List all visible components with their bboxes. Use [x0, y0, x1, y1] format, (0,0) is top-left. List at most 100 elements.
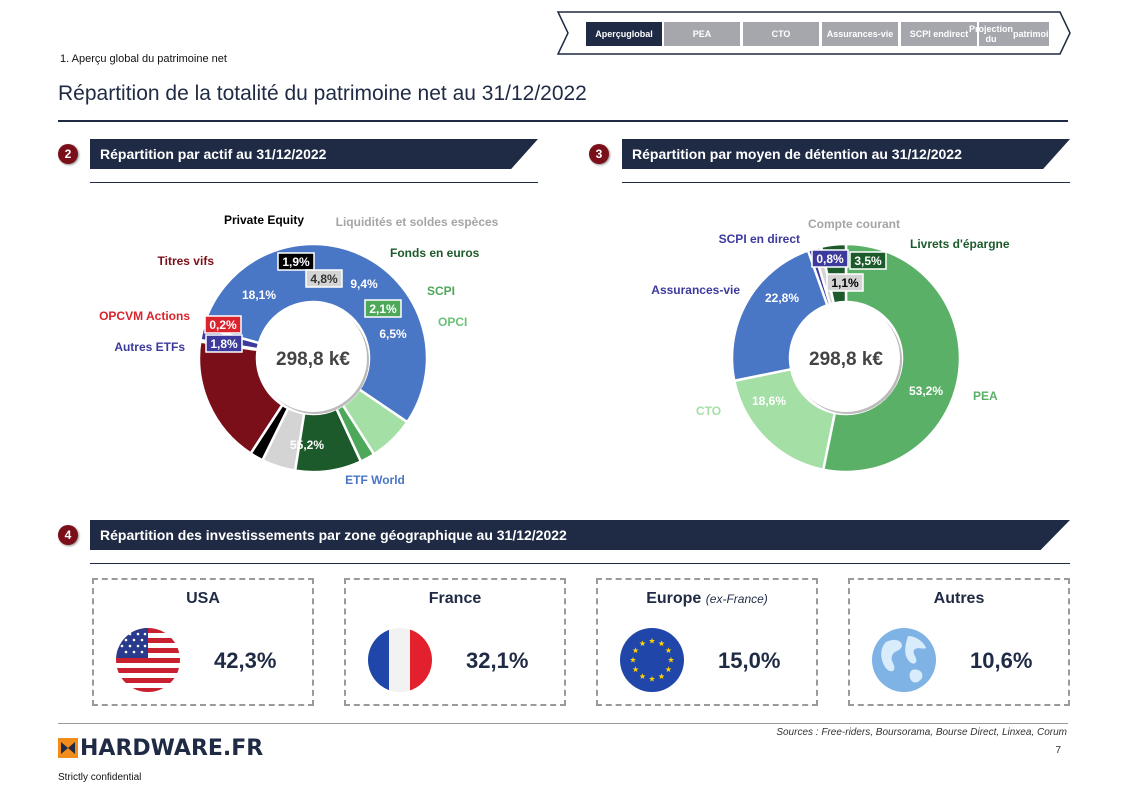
- section-divider: [622, 182, 1070, 183]
- confidential-note: Strictly confidential: [58, 772, 142, 783]
- section-number-badge: 4: [58, 525, 78, 545]
- section-navigation: Aperçu global PEA CTO Assurances-vie SCPI…: [556, 10, 1072, 56]
- value-label-box: [849, 251, 887, 270]
- page-title: Répartition de la totalité du patrimoine…: [58, 82, 587, 105]
- slice-value-label: 4,8%: [310, 272, 338, 286]
- donut-slice: [197, 340, 285, 456]
- tab-pea[interactable]: PEA: [664, 22, 740, 46]
- usa-flag-icon: [116, 628, 180, 692]
- eu-star-icon: [648, 637, 656, 644]
- slice-value-label: 6,5%: [379, 327, 407, 341]
- tab-label: Aperçu: [595, 29, 627, 39]
- slice-name-label: Private Equity: [224, 213, 304, 227]
- tab-label: vie: [880, 29, 894, 39]
- value-label-box: [826, 273, 864, 292]
- geo-zone-name: Europe: [646, 590, 702, 607]
- geo-card-france: France 32,1%: [344, 578, 566, 706]
- slice-value-label: 22,8%: [765, 291, 799, 305]
- section-number-badge: 3: [589, 144, 609, 164]
- geo-card-europe: Europe (ex-France) 15,0%: [596, 578, 818, 706]
- tab-apercu-global[interactable]: Aperçu global: [586, 22, 662, 46]
- section-divider: [90, 563, 1070, 564]
- donut-slice: [260, 406, 306, 473]
- slice-name-label: OPCI: [438, 315, 467, 329]
- donut-slice: [201, 242, 429, 424]
- tab-projection-patrimoine[interactable]: Projection du patrimoine: [969, 22, 1059, 46]
- geo-zone-value: 15,0%: [718, 648, 781, 673]
- eu-star-icon: [632, 666, 639, 673]
- slice-value-label: 0,2%: [209, 318, 237, 332]
- donut-slice: [730, 248, 829, 383]
- geo-zone-value: 42,3%: [214, 648, 277, 673]
- asset-donut-chart: 298,8 k€ 55,2% ETF World 1,8% Autres ETFs 0,2…: [99, 213, 499, 487]
- eu-star-icon: [658, 640, 665, 647]
- eu-star-icon: [632, 647, 639, 654]
- geo-zone-name: Autres: [933, 590, 985, 607]
- geo-zone-title: Europe (ex-France): [598, 590, 816, 608]
- slice-value-label: 9,4%: [350, 277, 378, 291]
- value-label-box: [811, 249, 849, 268]
- geo-zone-title: USA: [94, 590, 312, 608]
- tab-label: patrimoine: [1013, 29, 1060, 39]
- geo-zone-title: Autres: [850, 590, 1068, 608]
- eu-star-icon: [665, 647, 672, 654]
- section-banner-holding: Répartition par moyen de détention au 31…: [622, 139, 1070, 169]
- slice-value-label: 1,1%: [831, 276, 859, 290]
- slice-name-label: Titres vifs: [158, 254, 215, 268]
- eu-star-icon: [658, 673, 665, 680]
- holding-donut-chart: 298,8 k€ 53,2% PEA 18,6% CTO 22,8% Assurances-…: [651, 217, 1010, 474]
- geo-zone-value: 10,6%: [970, 648, 1033, 673]
- value-label-box: [277, 252, 315, 271]
- company-logo: HARDWARE.FR: [58, 735, 264, 761]
- value-label-box: [205, 334, 243, 353]
- page-number: 7: [1055, 745, 1061, 756]
- slice-name-label: Fonds en euros: [390, 246, 480, 260]
- slice-value-label: 2,1%: [369, 302, 397, 316]
- tab-label: Projection du: [968, 24, 1013, 44]
- france-flag-icon: [368, 628, 432, 692]
- tab-label: direct: [943, 29, 969, 39]
- tab-label: SCPI en: [909, 29, 944, 39]
- eu-star-icon: [639, 673, 646, 680]
- value-label-box: [305, 269, 343, 288]
- section-divider: [90, 182, 538, 183]
- eu-star-icon: [648, 675, 656, 682]
- breadcrumb: 1. Aperçu global du patrimoine net: [60, 53, 227, 65]
- eu-star-icon: [665, 666, 672, 673]
- tab-assurances-vie[interactable]: Assurances-vie: [822, 22, 898, 46]
- slice-name-label: Livrets d'épargne: [910, 237, 1010, 251]
- globe-icon: [872, 628, 936, 692]
- value-label-box: [204, 315, 242, 334]
- slice-name-label: Compte courant: [808, 217, 900, 231]
- eu-star-icon: [629, 656, 637, 663]
- geo-card-autres: Autres 10,6%: [848, 578, 1070, 706]
- slice-value-label: 18,6%: [752, 394, 786, 408]
- geo-zone-value: 32,1%: [466, 648, 529, 673]
- title-divider: [58, 120, 1068, 122]
- slice-name-label: OPCVM Actions: [99, 309, 190, 323]
- slice-name-label: Assurances-vie: [651, 283, 740, 297]
- slice-name-label: Autres ETFs: [114, 340, 185, 354]
- slice-name-label: SCPI en direct: [719, 232, 800, 246]
- slice-value-label: 0,8%: [816, 252, 844, 266]
- tab-label: PEA: [692, 29, 712, 39]
- eu-star-icon: [667, 656, 675, 663]
- donut-center-label: 298,8 k€: [276, 349, 350, 370]
- slice-name-label: CTO: [696, 404, 721, 418]
- footer-divider: [58, 723, 1068, 724]
- slice-value-label: 1,8%: [210, 337, 238, 351]
- tab-cto[interactable]: CTO: [743, 22, 819, 46]
- logo-text: HARDWARE.FR: [80, 735, 264, 761]
- tab-label: Assurances-: [826, 29, 881, 39]
- slice-name-label: PEA: [973, 389, 998, 403]
- tab-label: CTO: [771, 29, 791, 39]
- slice-name-label: ETF World: [345, 473, 405, 487]
- tab-scpi-en-direct[interactable]: SCPI en direct: [901, 22, 977, 46]
- eu-star-icon: [639, 640, 646, 647]
- geo-zone-title: France: [346, 590, 564, 608]
- donut-slice: [821, 242, 962, 474]
- slice-value-label: 1,9%: [282, 255, 310, 269]
- donut-center-label: 298,8 k€: [809, 349, 883, 370]
- tab-label: global: [626, 29, 653, 39]
- sources-note: Sources : Free-riders, Boursorama, Bours…: [776, 727, 1067, 738]
